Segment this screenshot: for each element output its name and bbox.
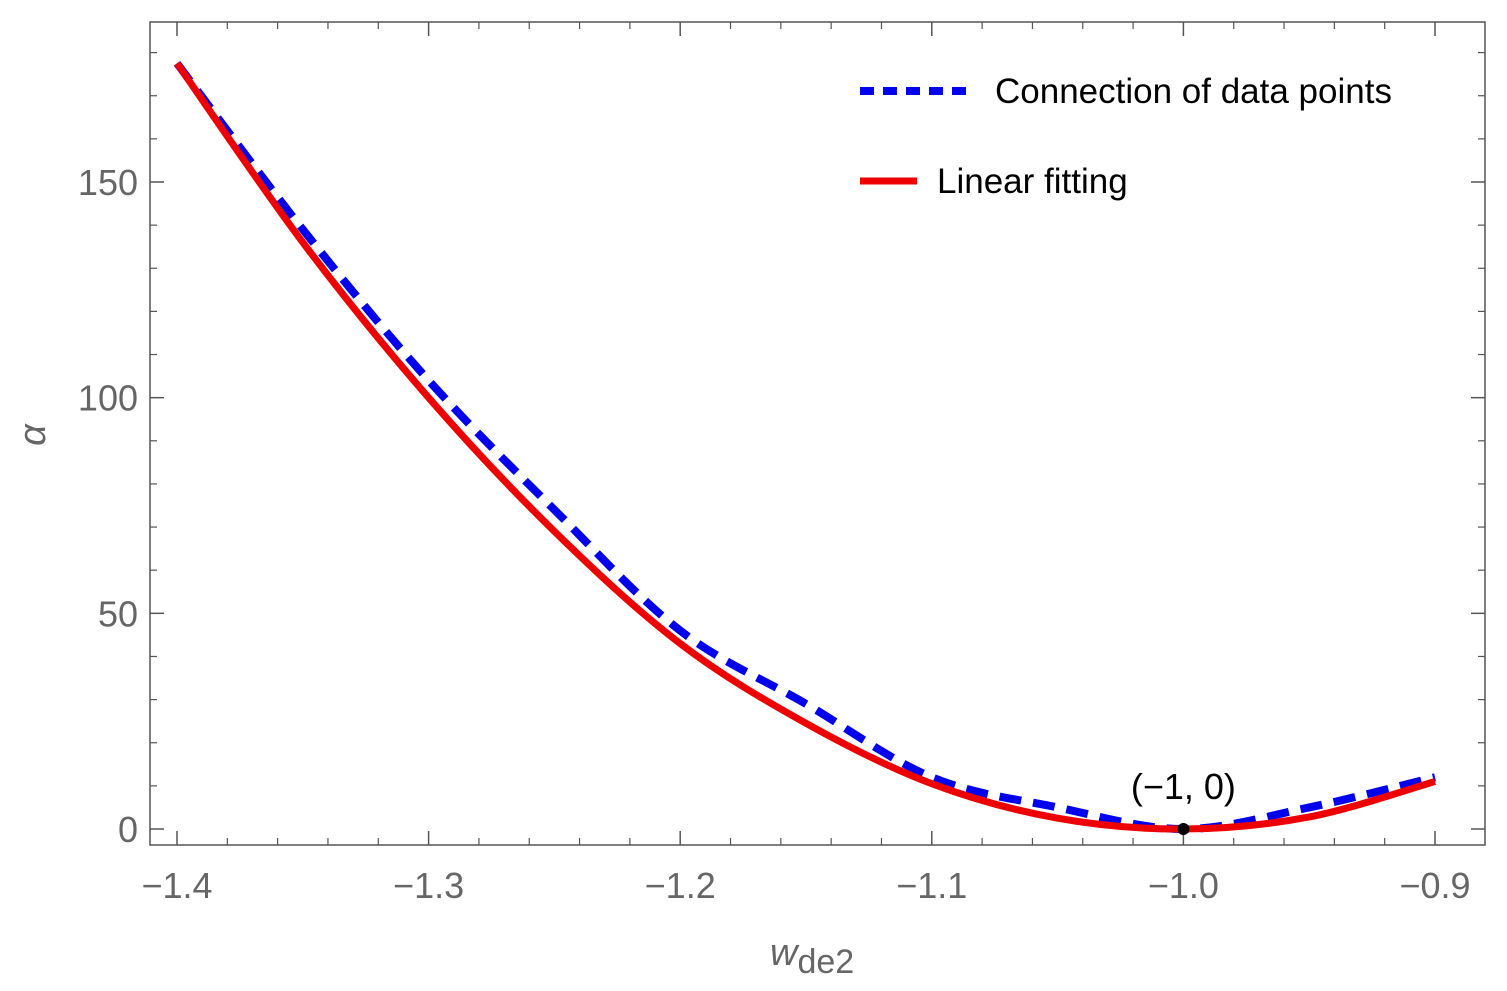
x-axis-title-sub: de2 <box>797 943 854 981</box>
annotation-point <box>1177 823 1190 835</box>
y-axis-title: α <box>12 423 54 446</box>
series-layer <box>173 60 1436 833</box>
x-axis-title-main: w <box>770 932 800 974</box>
x-axis-title: wde2 <box>770 932 854 981</box>
x-tick-label: −1.1 <box>896 865 967 906</box>
x-tick-label: −1.4 <box>141 865 212 906</box>
y-tick-label: 150 <box>78 162 138 203</box>
x-tick-label: −1.2 <box>645 865 716 906</box>
y-tick-label: 100 <box>78 378 138 419</box>
plot-frame <box>149 21 1486 846</box>
y-tick-label: 0 <box>118 809 138 850</box>
x-tick-label: −1.3 <box>393 865 464 906</box>
annotation-layer: (−1, 0) <box>1131 766 1236 835</box>
legend: Connection of data points Linear fitting <box>860 72 1392 201</box>
y-tick-label: 50 <box>98 593 138 634</box>
legend-label-1: Connection of data points <box>995 72 1392 111</box>
series-line-2 <box>174 61 1436 833</box>
ticks-layer: −1.4 −1.3 −1.2 −1.1 −1.0 −0.9 0 50 100 150 <box>78 22 1485 906</box>
x-tick-label: −0.9 <box>1399 865 1470 906</box>
annotation-label: (−1, 0) <box>1131 766 1236 807</box>
x-tick-label: −1.0 <box>1148 865 1219 906</box>
legend-label-2: Linear fitting <box>937 162 1128 201</box>
